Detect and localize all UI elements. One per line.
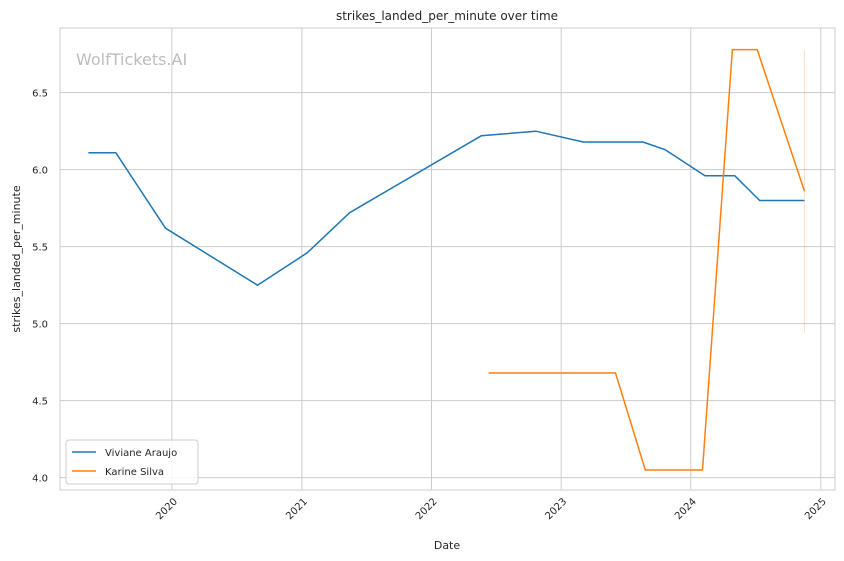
legend-box	[65, 439, 199, 485]
series-lines	[88, 48, 806, 471]
x-axis-label: Date	[434, 539, 461, 552]
series-line-karine-silva	[488, 48, 806, 471]
x-tick-label: 2020	[154, 496, 180, 522]
y-tick-label: 5.5	[32, 243, 48, 254]
y-tick-label: 6.5	[32, 89, 48, 100]
y-tick-label: 5.0	[32, 320, 48, 331]
legend: Viviane Araujo Karine Silva	[65, 439, 199, 485]
watermark: WolfTickets.AI	[76, 50, 187, 69]
x-tick-label: 2025	[803, 496, 829, 522]
chart-title: strikes_landed_per_minute over time	[336, 9, 558, 23]
x-tick-label: 2021	[284, 496, 310, 522]
legend-label-viviane-araujo: Viviane Araujo	[105, 448, 177, 459]
plot-frame	[59, 27, 836, 491]
legend-label-karine-silva: Karine Silva	[105, 467, 164, 478]
series-line-viviane-araujo	[88, 130, 805, 286]
x-tick-label: 2024	[673, 496, 699, 522]
grid	[60, 28, 835, 490]
y-tick-label: 4.5	[32, 397, 48, 408]
x-tick-label: 2023	[544, 496, 570, 522]
x-tick-label: 2022	[414, 496, 440, 522]
y-axis-label: strikes_landed_per_minute	[10, 185, 23, 332]
y-tick-label: 6.0	[32, 166, 48, 177]
y-tick-label: 4.0	[32, 474, 48, 485]
